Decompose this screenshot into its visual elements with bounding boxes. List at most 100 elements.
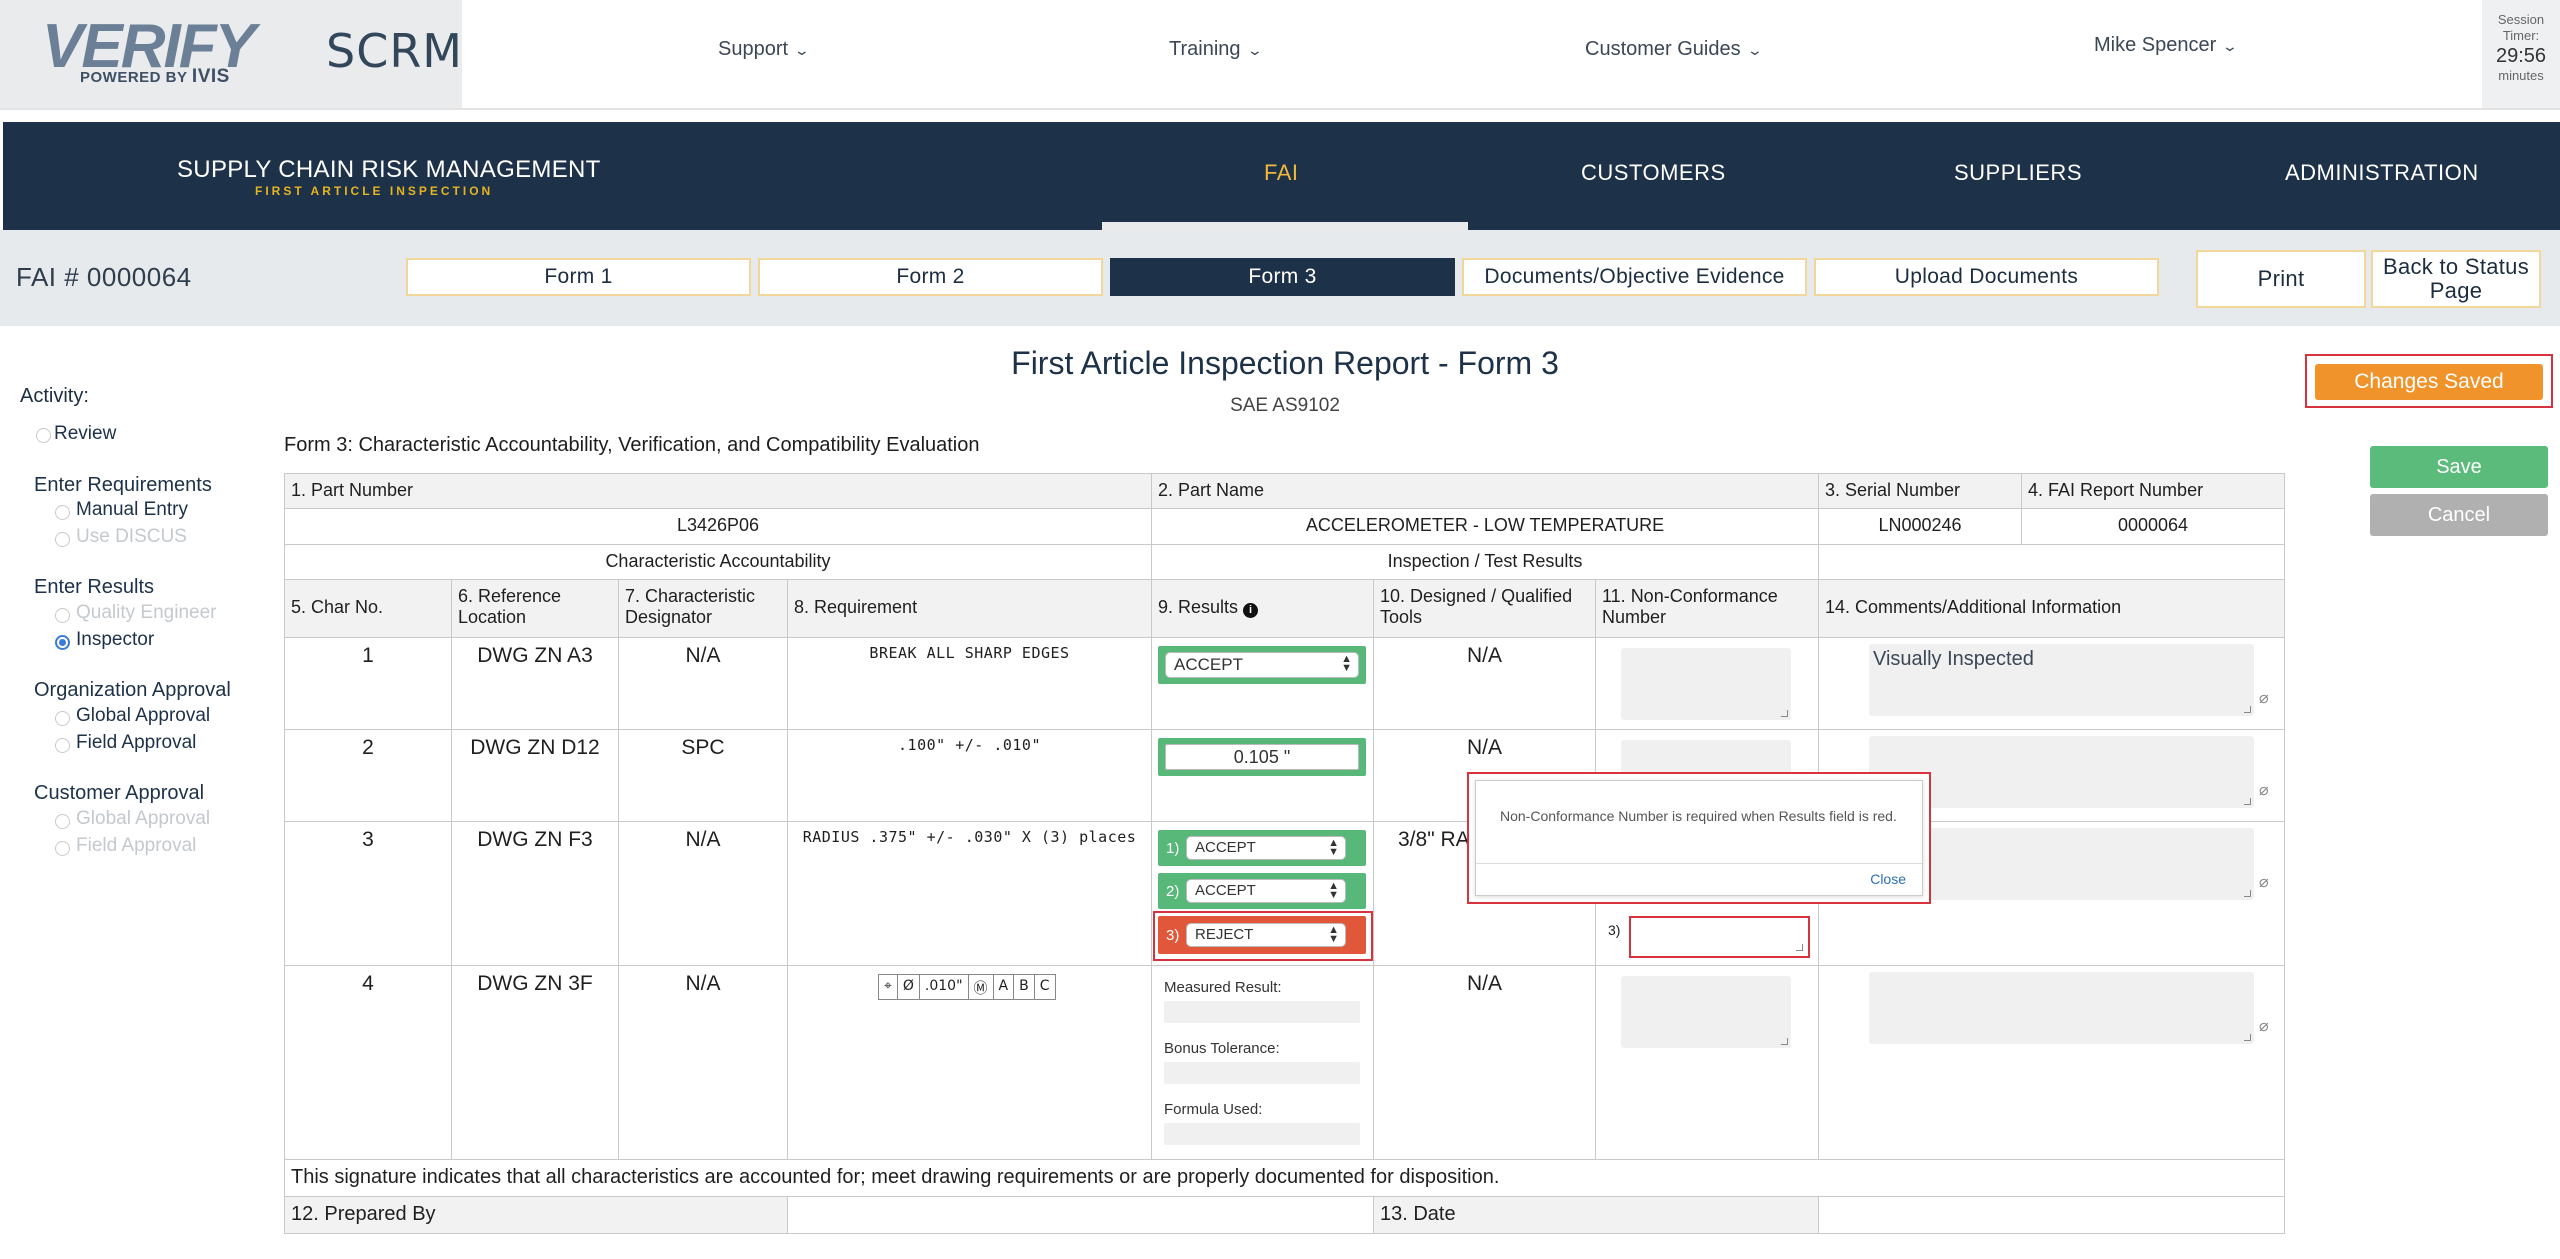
customer-field-option: Field Approval <box>76 835 197 856</box>
main-header: SUPPLY CHAIN RISK MANAGEMENT FIRST ARTIC… <box>3 122 2560 230</box>
logo-area[interactable]: VERIFY POWERED BY IVIS SCRM <box>0 0 462 108</box>
row2-result-input[interactable]: 0.105 " <box>1165 744 1359 770</box>
col-tools: 10. Designed / Qualified Tools <box>1373 579 1596 638</box>
row1-results-cell: ACCEPT ▲ ▼ <box>1151 637 1374 730</box>
nav-customer-guides-label: Customer Guides <box>1585 38 1741 60</box>
powered-by-label: POWERED BY IVIS <box>80 66 230 88</box>
quality-engineer-option: Quality Engineer <box>76 602 217 623</box>
tab-documents[interactable]: Documents/Objective Evidence <box>1462 258 1807 296</box>
result-2-label: 2) <box>1166 883 1180 900</box>
row1-comments-cell: Visually Inspected ⌀ <box>1818 637 2285 730</box>
row3-nc-input-3[interactable] <box>1633 920 1806 954</box>
nav-fai[interactable]: FAI <box>1264 160 1299 185</box>
review-radio[interactable] <box>36 428 51 443</box>
row2-comment-input[interactable] <box>1869 736 2254 808</box>
measured-result-input[interactable] <box>1164 1001 1360 1023</box>
field-approval-radio[interactable] <box>55 738 70 753</box>
popup-close-button[interactable]: Close <box>1870 871 1906 887</box>
blank-section-header <box>1818 544 2285 580</box>
row3-comment-input[interactable] <box>1869 828 2254 900</box>
nc-required-popup-highlight: Non-Conformance Number is required when … <box>1467 772 1931 904</box>
nav-customer-guides[interactable]: Customer Guides ⌄ <box>1585 38 1763 61</box>
save-button[interactable]: Save <box>2370 446 2548 488</box>
formula-used-input[interactable] <box>1164 1123 1360 1145</box>
print-button[interactable]: Print <box>2196 250 2366 308</box>
row3-result-1-select[interactable]: ACCEPT ▲ ▼ <box>1186 836 1346 860</box>
global-approval-radio[interactable] <box>55 711 70 726</box>
inspector-radio[interactable] <box>55 635 70 650</box>
paperclip-icon[interactable]: ⌀ <box>2259 1018 2269 1035</box>
col-char-no: 5. Char No. <box>284 579 452 638</box>
row3-result-1-value: ACCEPT <box>1195 839 1256 856</box>
tab-form-1[interactable]: Form 1 <box>406 258 751 296</box>
nav-training[interactable]: Training ⌄ <box>1169 38 1263 61</box>
col-non-conformance: 11. Non-Conformance Number <box>1595 579 1819 638</box>
popup-divider <box>1476 863 1922 864</box>
paperclip-icon[interactable]: ⌀ <box>2259 690 2269 707</box>
review-option[interactable]: Review <box>54 423 117 444</box>
quality-engineer-radio <box>55 608 70 623</box>
customer-global-radio <box>55 814 70 829</box>
header-subtitle: FIRST ARTICLE INSPECTION <box>255 184 494 198</box>
mmc-symbol: Ⓜ <box>969 975 994 999</box>
active-nav-indicator <box>1102 222 1468 230</box>
col-requirement: 8. Requirement <box>787 579 1152 638</box>
row3-ref-location: DWG ZN F3 <box>451 821 619 966</box>
row3-result-1-box: 1) ACCEPT ▲ ▼ <box>1158 830 1366 866</box>
paperclip-icon[interactable]: ⌀ <box>2259 782 2269 799</box>
nav-training-label: Training <box>1169 38 1241 60</box>
row1-result-select[interactable]: ACCEPT ▲ ▼ <box>1165 652 1359 678</box>
row1-nc-input[interactable] <box>1621 648 1791 720</box>
nc-3-label: 3) <box>1608 922 1621 938</box>
changes-saved-button[interactable]: Changes Saved <box>2315 364 2543 400</box>
inspection-results-header: Inspection / Test Results <box>1151 544 1819 580</box>
user-menu[interactable]: Mike Spencer ⌄ <box>2094 34 2238 57</box>
tab-form-3[interactable]: Form 3 <box>1110 258 1455 296</box>
row1-comment-input[interactable]: Visually Inspected <box>1869 644 2254 716</box>
form3-table: 1. Part Number 2. Part Name 3. Serial Nu… <box>284 473 2285 1241</box>
row3-result-3-box: 3) REJECT ▲ ▼ <box>1158 916 1366 954</box>
prepared-by-value[interactable] <box>787 1196 1374 1234</box>
tab-upload-documents[interactable]: Upload Documents <box>1814 258 2159 296</box>
col-results-label: 9. Results <box>1158 597 1239 617</box>
cancel-button[interactable]: Cancel <box>2370 494 2548 536</box>
nav-administration[interactable]: ADMINISTRATION <box>2285 160 2479 185</box>
row4-comment-input[interactable] <box>1869 972 2254 1044</box>
row1-nc-cell <box>1595 637 1819 730</box>
field-approval-option[interactable]: Field Approval <box>76 732 197 753</box>
nav-suppliers[interactable]: SUPPLIERS <box>1954 160 2082 185</box>
header-title: SUPPLY CHAIN RISK MANAGEMENT <box>177 156 601 183</box>
inspector-option[interactable]: Inspector <box>76 629 155 650</box>
chevron-down-icon: ⌄ <box>1246 42 1263 58</box>
tab-form-2[interactable]: Form 2 <box>758 258 1103 296</box>
activity-label: Activity: <box>20 385 89 407</box>
global-approval-option[interactable]: Global Approval <box>76 705 211 726</box>
row4-results-cell: Measured Result: Bonus Tolerance: Formul… <box>1151 965 1374 1160</box>
row1-result-value: ACCEPT <box>1174 655 1243 674</box>
form-tab-row: FAI # 0000064 Form 1 Form 2 Form 3 Docum… <box>0 230 2560 326</box>
formula-used-label: Formula Used: <box>1164 1101 1263 1118</box>
select-arrows-icon: ▲ ▼ <box>1328 837 1339 858</box>
manual-entry-radio[interactable] <box>55 505 70 520</box>
row3-requirement: RADIUS .375" +/- .030" X (3) places <box>787 821 1152 966</box>
row2-comments-cell: ⌀ <box>1818 729 2285 822</box>
nav-customers[interactable]: CUSTOMERS <box>1581 160 1726 185</box>
row2-result-accept-box: 0.105 " <box>1158 738 1366 776</box>
use-discus-radio <box>55 532 70 547</box>
row3-result-2-select[interactable]: ACCEPT ▲ ▼ <box>1186 879 1346 903</box>
fai-number: FAI # 0000064 <box>16 262 192 292</box>
row4-ref-location: DWG ZN 3F <box>451 965 619 1160</box>
datum-c: C <box>1039 978 1050 994</box>
date-value[interactable] <box>1818 1196 2285 1234</box>
paperclip-icon[interactable]: ⌀ <box>2259 874 2269 891</box>
back-to-status-button[interactable]: Back to Status Page <box>2371 250 2541 308</box>
result-1-label: 1) <box>1166 840 1180 857</box>
row4-nc-input[interactable] <box>1621 976 1791 1048</box>
customer-field-radio <box>55 841 70 856</box>
nav-support[interactable]: Support ⌄ <box>718 38 810 61</box>
manual-entry-option[interactable]: Manual Entry <box>76 499 188 520</box>
row3-result-3-select[interactable]: REJECT ▲ ▼ <box>1186 923 1346 947</box>
info-icon[interactable]: i <box>1243 603 1259 618</box>
bonus-tolerance-label: Bonus Tolerance: <box>1164 1040 1280 1057</box>
bonus-tolerance-input[interactable] <box>1164 1062 1360 1084</box>
